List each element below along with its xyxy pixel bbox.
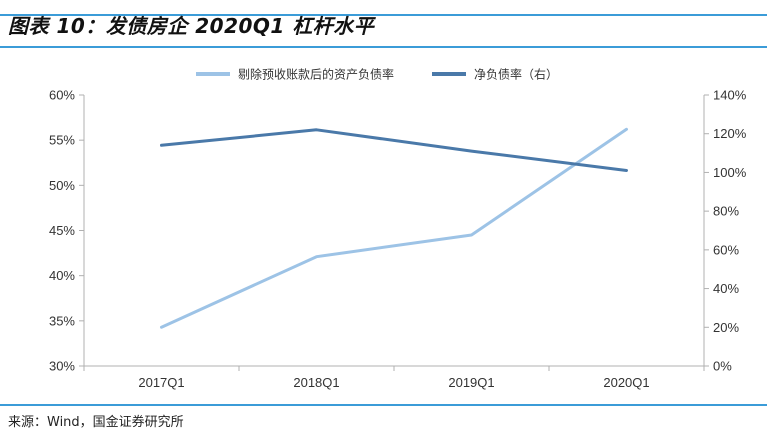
y-left-tick-label: 35% — [49, 313, 75, 328]
title-rule — [0, 46, 767, 48]
y-right-tick-label: 100% — [713, 165, 747, 180]
y-left-tick-label: 55% — [49, 133, 75, 148]
x-tick-label: 2017Q1 — [138, 375, 184, 390]
x-tick-label: 2018Q1 — [293, 375, 339, 390]
y-left-tick-label: 50% — [49, 178, 75, 193]
legend-label: 净负债率（右） — [474, 67, 558, 82]
x-tick-label: 2020Q1 — [603, 375, 649, 390]
y-right-tick-label: 40% — [713, 281, 739, 296]
chart-title: 图表 10：发债房企 2020Q1 杠杆水平 — [8, 14, 375, 38]
y-left-tick-label: 45% — [49, 223, 75, 238]
series-line-net-debt-ratio — [160, 128, 628, 172]
series-line-asset-liability-ratio — [160, 127, 628, 329]
y-right-tick-label: 60% — [713, 242, 739, 257]
y-left-tick-label: 30% — [49, 359, 75, 374]
top-rule — [0, 14, 767, 16]
bottom-rule — [0, 404, 767, 406]
source-note: 来源：Wind，国金证券研究所 — [8, 415, 184, 430]
y-left-tick-label: 40% — [49, 268, 75, 283]
y-right-tick-label: 120% — [713, 126, 747, 141]
legend-label: 剔除预收账款后的资产负债率 — [238, 67, 394, 82]
title-bar: 图表 10：发债房企 2020Q1 杠杆水平 — [0, 0, 767, 48]
y-right-tick-label: 20% — [713, 320, 739, 335]
line-chart: 30% 35% 40% 45% 50% 55% 60% 0% 20% 40% 60% 80% 100% 1… — [49, 67, 747, 391]
y-left-tick-label: 60% — [49, 88, 75, 103]
x-tick-label: 2019Q1 — [448, 375, 494, 390]
y-right-tick-label: 140% — [713, 88, 747, 103]
y-right-tick-label: 0% — [713, 359, 732, 374]
y-right-tick-label: 80% — [713, 204, 739, 219]
